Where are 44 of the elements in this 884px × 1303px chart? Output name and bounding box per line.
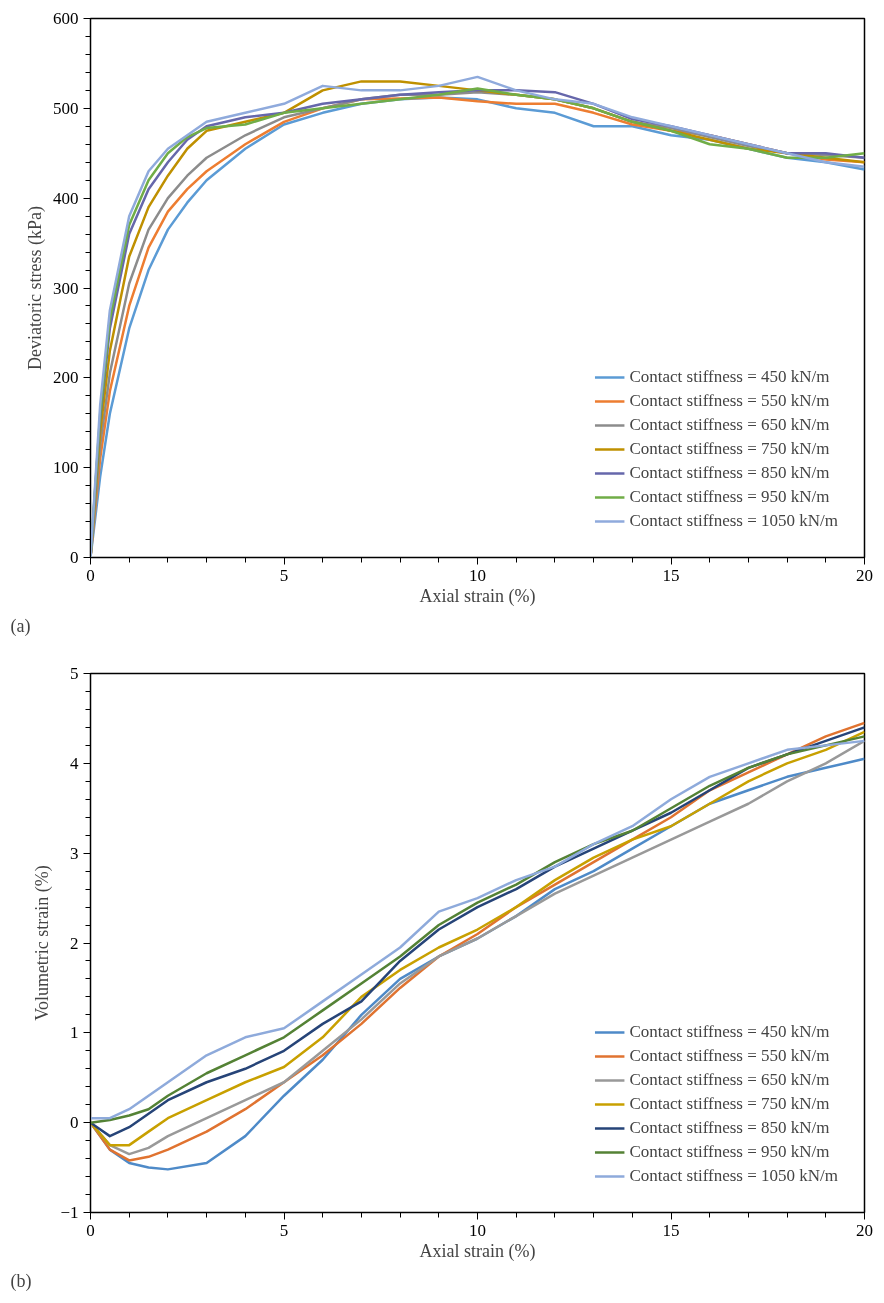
x-tick-label: 10: [469, 1220, 486, 1240]
y-tick-label: 1: [70, 1023, 79, 1043]
legend-label: Contact stiffness = 550 kN/m: [629, 1046, 830, 1066]
y-tick-label: 200: [53, 368, 79, 388]
y-tick-label: 5: [70, 664, 79, 683]
legend-label: Contact stiffness = 850 kN/m: [629, 463, 830, 483]
x-tick-label: 20: [856, 565, 873, 585]
x-tick-label: 15: [662, 1220, 680, 1240]
x-axis-title: Axial strain (%): [419, 1240, 536, 1262]
y-tick-label: 0: [70, 1113, 79, 1133]
x-tick-label: 10: [469, 565, 486, 585]
legend-label: Contact stiffness = 950 kN/m: [629, 487, 830, 507]
legend-label: Contact stiffness = 750 kN/m: [629, 439, 830, 459]
y-tick-label: 3: [70, 843, 79, 863]
x-axis-title: Axial strain (%): [419, 585, 536, 607]
text: (b): [10, 1270, 32, 1292]
legend-label: Contact stiffness = 450 kN/m: [629, 367, 830, 387]
x-tick-label: 0: [86, 1220, 95, 1240]
legend-label: Contact stiffness = 650 kN/m: [629, 1070, 830, 1090]
x-tick-label: 0: [86, 565, 95, 585]
x-tick-label: 20: [856, 1220, 873, 1240]
legend-label: Contact stiffness = 750 kN/m: [629, 1094, 830, 1114]
x-tick-label: 5: [279, 565, 289, 585]
y-axis-title: Deviatoric stress (kPa): [25, 206, 46, 370]
y-tick-label: 0: [70, 548, 79, 567]
legend-label: Contact stiffness = 650 kN/m: [629, 415, 830, 435]
x-tick-label: 5: [279, 1220, 289, 1240]
y-tick-label: 600: [53, 9, 79, 28]
y-tick-label: 300: [53, 278, 79, 298]
legend-label: Contact stiffness = 1050 kN/m: [629, 511, 838, 531]
legend-label: Contact stiffness = 1050 kN/m: [629, 1166, 838, 1186]
y-axis-title: Volumetric strain (%): [32, 865, 54, 1021]
y-tick-label: 100: [53, 458, 79, 478]
text: (a): [10, 615, 31, 637]
legend-label: Contact stiffness = 550 kN/m: [629, 391, 830, 411]
y-tick-label: 2: [70, 933, 79, 953]
legend-label: Contact stiffness = 950 kN/m: [629, 1142, 830, 1162]
y-tick-label: −1: [60, 1203, 79, 1222]
y-tick-label: 400: [53, 188, 79, 208]
legend-label: Contact stiffness = 450 kN/m: [629, 1022, 830, 1042]
y-tick-label: 500: [53, 98, 79, 118]
y-tick-label: 4: [70, 753, 79, 773]
legend-label: Contact stiffness = 850 kN/m: [629, 1118, 830, 1138]
x-tick-label: 15: [662, 565, 680, 585]
